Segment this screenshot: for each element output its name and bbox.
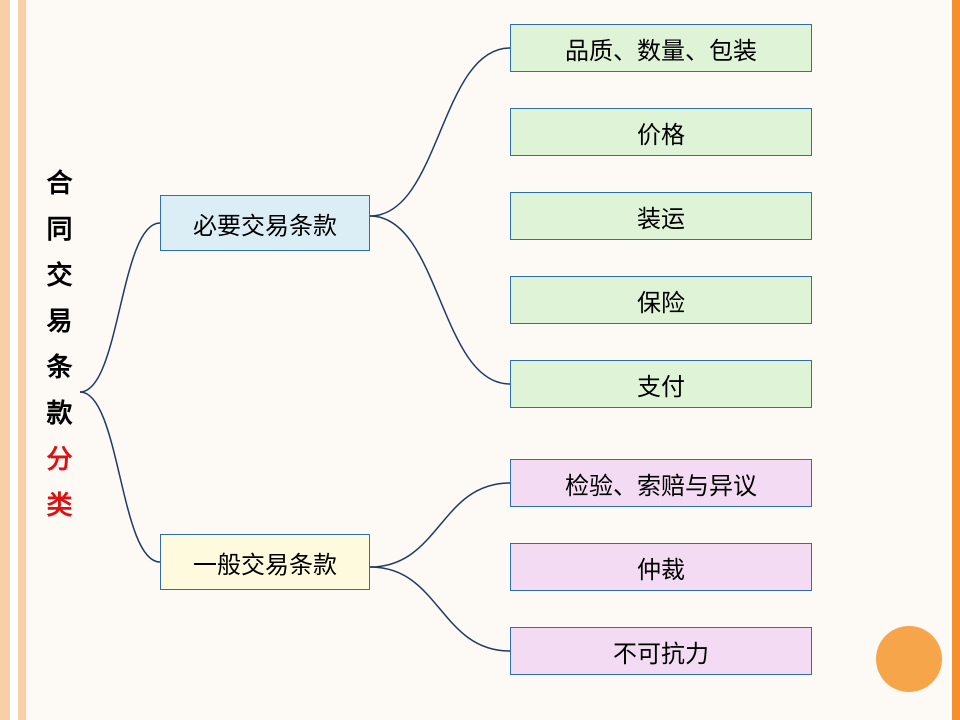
leaf-necessary-0: 品质、数量、包装	[510, 24, 812, 72]
leaf-necessary-4: 支付	[510, 360, 812, 408]
connector-lines	[0, 0, 960, 720]
right-accent-bar	[950, 0, 960, 720]
mid-box-necessary: 必要交易条款	[160, 195, 370, 251]
slide: 合同交易条款分类 必要交易条款一般交易条款 品质、数量、包装价格装运保险支付检验、…	[0, 0, 960, 720]
leaf-necessary-3: 保险	[510, 276, 812, 324]
leaf-necessary-1: 价格	[510, 108, 812, 156]
vertical-title: 合同交易条款分类	[46, 160, 74, 528]
mid-box-general: 一般交易条款	[160, 534, 370, 590]
leaf-general-1: 仲裁	[510, 543, 812, 591]
leaf-necessary-2: 装运	[510, 192, 812, 240]
leaf-general-2: 不可抗力	[510, 627, 812, 675]
corner-circle	[876, 626, 942, 692]
leaf-general-0: 检验、索赔与异议	[510, 459, 812, 507]
left-stripe-inner	[10, 0, 18, 720]
